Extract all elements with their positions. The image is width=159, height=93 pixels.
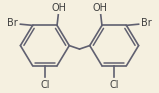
Text: OH: OH [52,3,66,13]
Text: Br: Br [141,19,152,28]
Text: Cl: Cl [109,80,119,90]
Text: OH: OH [93,3,107,13]
Text: Br: Br [7,19,18,28]
Text: Cl: Cl [40,80,50,90]
